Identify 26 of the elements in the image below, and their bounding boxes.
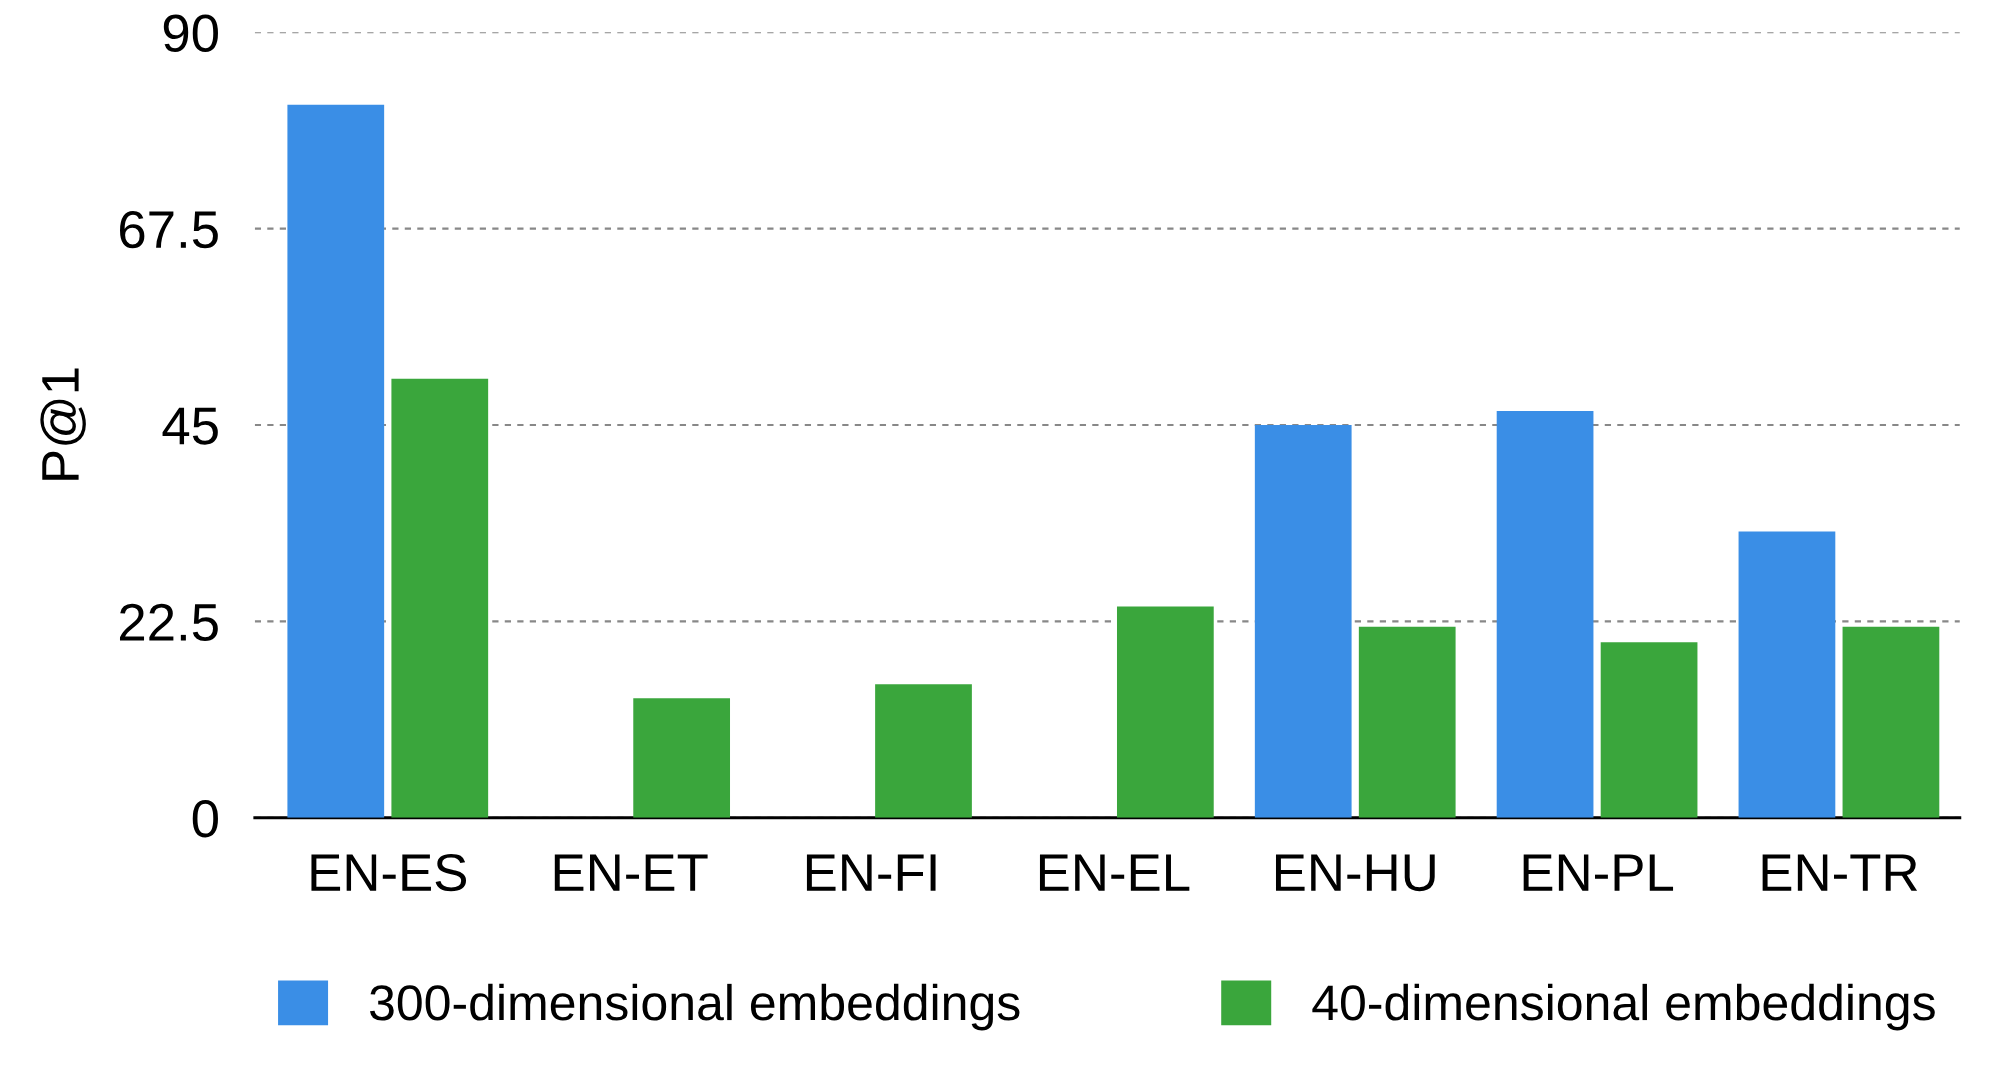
legend-label: 300-dimensional embeddings bbox=[369, 983, 1020, 1031]
y-tick-label: 67.5 bbox=[120, 210, 218, 249]
bar bbox=[287, 104, 385, 818]
x-tick-label: EN-EL bbox=[1039, 854, 1190, 891]
y-tick-label: 22.5 bbox=[119, 603, 218, 642]
x-tick-label: EN-TR bbox=[1762, 854, 1918, 891]
bar bbox=[1358, 626, 1456, 818]
x-tick-label: EN-HU bbox=[1275, 854, 1435, 892]
y-axis-title: P@1 bbox=[40, 368, 86, 480]
bar bbox=[1254, 425, 1352, 818]
x-tick-label: EN-ET bbox=[554, 854, 708, 891]
bar bbox=[1842, 626, 1940, 818]
bar bbox=[1496, 411, 1594, 818]
y-tick-label: 0 bbox=[192, 800, 218, 838]
x-tick-label: EN-FI bbox=[806, 854, 936, 891]
x-tick-label: EN-ES bbox=[311, 853, 467, 892]
y-tick-label: 45 bbox=[162, 407, 218, 445]
bar bbox=[875, 684, 972, 818]
bar bbox=[1738, 531, 1836, 818]
bar bbox=[1600, 642, 1698, 818]
legend-label: 40-dimensional embeddings bbox=[1312, 983, 1935, 1031]
x-tick-label: EN-PL bbox=[1523, 854, 1674, 891]
bar bbox=[391, 378, 489, 818]
bar bbox=[1116, 606, 1214, 818]
y-tick-label: 90 bbox=[163, 14, 218, 52]
bar bbox=[633, 698, 731, 818]
